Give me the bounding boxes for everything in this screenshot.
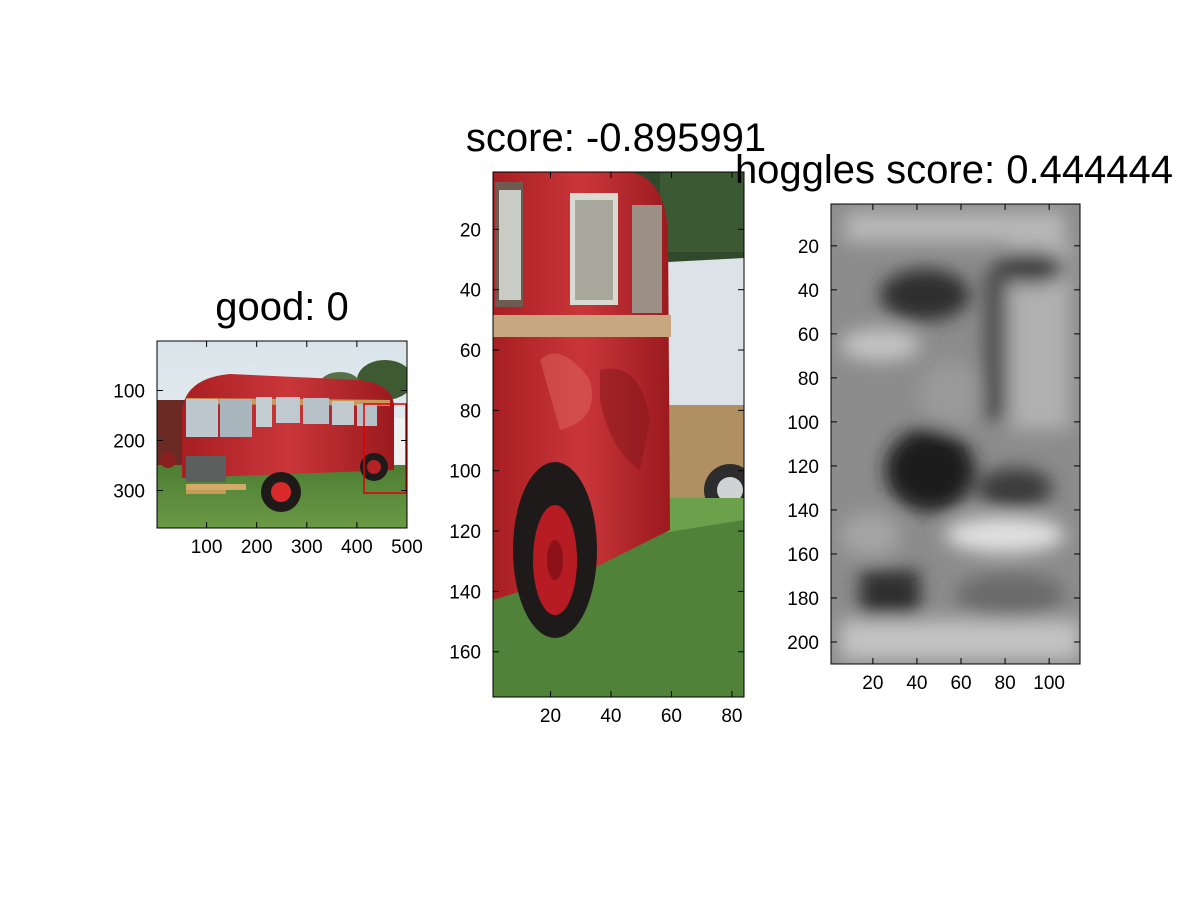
y-tick-label: 100 — [113, 382, 145, 403]
detection-box — [363, 403, 407, 494]
y-tick-label: 80 — [798, 369, 819, 390]
x-tick-label: 40 — [600, 706, 621, 727]
x-tick-label: 500 — [391, 537, 423, 558]
y-tick-label: 120 — [449, 522, 481, 543]
y-tick-label: 300 — [113, 482, 145, 503]
x-tick-label: 80 — [721, 706, 742, 727]
panel-full-image: good: 0 — [113, 285, 423, 558]
panel1-title: good: 0 — [215, 285, 348, 329]
y-tick-label: 60 — [460, 341, 481, 362]
y-tick-label: 100 — [449, 462, 481, 483]
panel2-ticks: 20 40 60 80 20 40 60 80 100 120 140 160 — [449, 172, 744, 727]
x-tick-label: 60 — [661, 706, 682, 727]
panel3-title: hoggles score: 0.444444 — [735, 148, 1173, 192]
x-tick-label: 100 — [1033, 673, 1065, 694]
panel-hoggles: hoggles score: 0.444444 20 40 60 80 10 — [735, 148, 1173, 694]
x-tick-label: 40 — [906, 673, 927, 694]
y-tick-label: 20 — [798, 237, 819, 258]
y-tick-label: 80 — [460, 401, 481, 422]
x-tick-label: 400 — [341, 537, 373, 558]
panel2-title: score: -0.895991 — [466, 116, 766, 160]
y-tick-label: 40 — [460, 281, 481, 302]
y-tick-label: 100 — [787, 413, 819, 434]
y-tick-label: 60 — [798, 325, 819, 346]
x-tick-label: 20 — [540, 706, 561, 727]
panel1-ticks: 100 200 300 400 500 100 200 300 — [113, 341, 423, 558]
x-tick-label: 60 — [950, 673, 971, 694]
y-tick-label: 140 — [787, 501, 819, 522]
x-tick-label: 100 — [191, 537, 223, 558]
x-tick-label: 200 — [241, 537, 273, 558]
panel3-axes-box — [830, 203, 1081, 665]
y-tick-label: 200 — [787, 633, 819, 654]
x-tick-label: 300 — [291, 537, 323, 558]
y-tick-label: 40 — [798, 281, 819, 302]
x-tick-label: 80 — [995, 673, 1016, 694]
crop-photo — [493, 172, 744, 697]
y-tick-label: 200 — [113, 432, 145, 453]
x-tick-label: 20 — [862, 673, 883, 694]
y-tick-label: 160 — [787, 545, 819, 566]
bus-photo — [157, 341, 407, 528]
panel3-ticks: 20 40 60 80 100 20 40 60 80 100 120 140 160 180 200 — [787, 204, 1080, 694]
y-tick-label: 20 — [460, 220, 481, 241]
y-tick-label: 160 — [449, 643, 481, 664]
hoggles-image — [831, 204, 1080, 664]
y-tick-label: 140 — [449, 582, 481, 603]
panel1-axes-box — [156, 340, 408, 529]
y-tick-label: 120 — [787, 457, 819, 478]
y-tick-label: 180 — [787, 589, 819, 610]
panel2-axes-box — [492, 171, 745, 698]
